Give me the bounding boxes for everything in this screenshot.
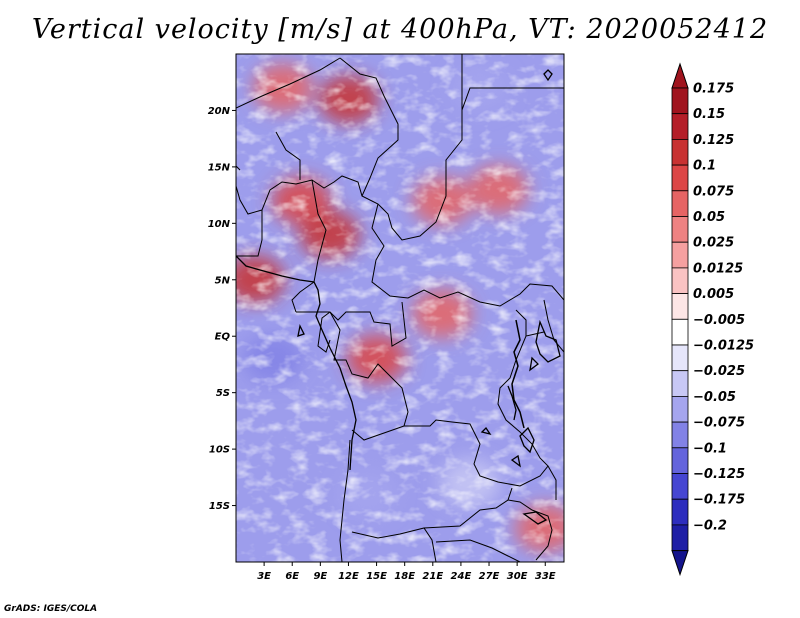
colorbar-label: −0.075 (693, 416, 745, 431)
y-tick-label: 5N (215, 275, 231, 286)
colorbar-label: −0.05 (693, 390, 736, 405)
colorbar-label: −0.1 (693, 441, 727, 456)
colorbar-swatch (671, 113, 689, 140)
y-tick-label: 5S (216, 388, 230, 399)
colorbar-swatch (671, 138, 689, 166)
x-axis: 3E 6E 9E 12E 15E 18E 21E 24E 27E 30E 33E (257, 562, 556, 582)
colorbar-swatch (671, 498, 689, 526)
colorbar-label: 0.1 (693, 159, 716, 174)
y-tick-label: 10S (209, 445, 230, 456)
colorbar-swatch (671, 395, 689, 423)
colorbar-label: −0.0125 (693, 339, 754, 354)
colorbar-label: −0.125 (693, 467, 745, 482)
y-tick-label: EQ (215, 332, 231, 343)
chart-title: Vertical velocity [m/s] at 400hPa, VT: 2… (31, 14, 769, 45)
y-axis: 20N 15N 10N 5N EQ 5S 10S 15S (208, 106, 236, 512)
x-tick-label: 12E (338, 571, 359, 582)
y-tick-label: 15N (208, 162, 231, 173)
credit-label: GrADS: IGES/COLA (4, 604, 98, 614)
colorbar-swatch (671, 447, 689, 474)
y-tick-label: 20N (208, 106, 231, 117)
colorbar-label: −0.175 (693, 493, 745, 508)
x-tick-label: 33E (535, 571, 556, 582)
colorbar-label: 0.05 (693, 210, 725, 225)
map-texture (236, 54, 564, 562)
colorbar-label: 0.005 (693, 287, 734, 302)
x-tick-label: 27E (479, 571, 500, 582)
colorbar-swatch (671, 87, 689, 115)
x-tick-label: 18E (394, 571, 415, 582)
coastline (236, 69, 561, 525)
colorbar-label: 0.125 (693, 133, 734, 148)
colorbar-label: 0.075 (693, 184, 734, 199)
colorbar-top-arrow (671, 62, 689, 89)
colorbar-label: 0.025 (693, 236, 734, 251)
colorbar-swatch (671, 318, 689, 346)
x-tick-label: 6E (285, 571, 299, 582)
colorbar-label: −0.005 (693, 313, 745, 328)
colorbar-swatch (671, 344, 689, 372)
x-tick-label: 15E (366, 571, 387, 582)
country-borders (236, 54, 564, 562)
colorbar-swatch (671, 370, 689, 397)
colorbar-swatch (671, 216, 689, 243)
x-tick-label: 24E (451, 571, 472, 582)
map-area (236, 54, 564, 562)
colorbar-label: 0.175 (693, 82, 734, 97)
colorbar-bottom-arrow (671, 550, 689, 577)
colorbar-swatch (671, 421, 689, 449)
colorbar-swatch (671, 293, 689, 320)
colorbar-label: 0.15 (693, 107, 725, 122)
colorbar-swatch (671, 164, 689, 192)
x-tick-label: 3E (257, 571, 271, 582)
colorbar-label: −0.025 (693, 364, 745, 379)
colorbar-label: 0.0125 (693, 261, 743, 276)
colorbar-swatch (671, 473, 689, 500)
y-tick-label: 10N (208, 219, 231, 230)
colorbar-swatch (671, 524, 689, 552)
x-tick-label: 9E (313, 571, 327, 582)
colorbar-swatch (671, 241, 689, 269)
x-tick-label: 21E (422, 571, 443, 582)
colorbar-swatch (671, 267, 689, 294)
colorbar-swatch (671, 190, 689, 217)
colorbar: 0.175 0.15 0.125 0.1 0.075 0.05 0.025 0.0125 0.0… (671, 62, 754, 577)
x-tick-label: 30E (507, 571, 528, 582)
y-tick-label: 15S (209, 501, 230, 512)
colorbar-label: −0.2 (693, 518, 727, 533)
map-frame (235, 53, 565, 563)
